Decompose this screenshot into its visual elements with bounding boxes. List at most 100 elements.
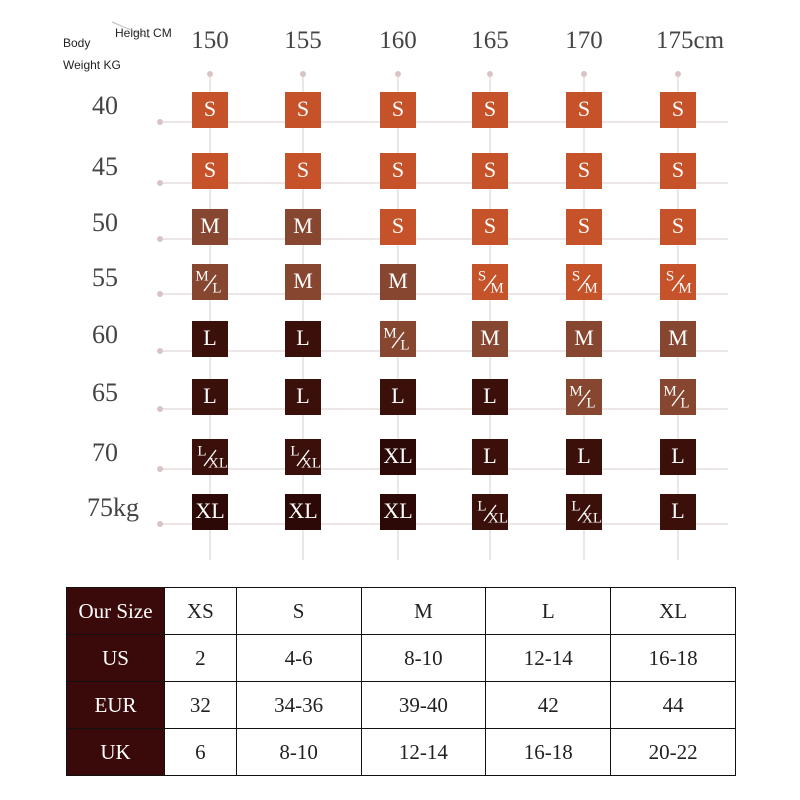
column-dot <box>487 71 493 77</box>
height-value: 170 <box>565 27 603 54</box>
table-cell: M <box>360 587 487 635</box>
cell-size-top: M <box>195 268 208 284</box>
size-cell <box>660 439 696 475</box>
cell-size: L <box>671 443 684 468</box>
cell-size: S <box>578 157 590 182</box>
table-row: Our Size XS S M L XL <box>66 587 736 635</box>
cell-size: S <box>392 213 404 238</box>
row-header: UK <box>66 728 165 776</box>
row-header: EUR <box>66 681 165 729</box>
table-cell: 42 <box>485 681 612 729</box>
row-dot <box>157 348 163 354</box>
size-cell <box>472 439 508 475</box>
cell-size-bottom: XL <box>582 510 602 526</box>
cell-slash <box>577 389 591 407</box>
size-cell <box>660 209 696 245</box>
size-cell <box>192 153 228 189</box>
cell-size-top: L <box>571 498 580 514</box>
size-cell <box>380 209 416 245</box>
table-row: US 2 4-6 8-10 12-14 16-18 <box>66 634 736 682</box>
cell-size: S <box>484 213 496 238</box>
size-cell <box>192 209 228 245</box>
cell-slash <box>577 504 591 522</box>
table-cell: 34-36 <box>235 681 362 729</box>
header-divider <box>111 21 151 39</box>
cell-slash <box>203 449 217 467</box>
cell-size: S <box>297 157 309 182</box>
height-value: 175cm <box>656 27 725 54</box>
size-cell <box>380 439 416 475</box>
weight-value: 45 <box>92 152 118 181</box>
weight-value: 60 <box>92 320 118 349</box>
table-cell: 8-10 <box>235 728 362 776</box>
size-cell <box>192 92 228 128</box>
cell-size-bottom: XL <box>488 510 508 526</box>
cell-size: S <box>204 96 216 121</box>
cell-size-top: S <box>572 268 580 284</box>
size-cell <box>472 379 508 415</box>
column-dot <box>395 71 401 77</box>
cell-size: L <box>391 383 404 408</box>
table-cell: XL <box>610 587 736 635</box>
cell-size: S <box>392 157 404 182</box>
size-cell <box>472 209 508 245</box>
row-dot <box>157 119 163 125</box>
cell-size: L <box>203 383 216 408</box>
size-cell <box>566 321 602 357</box>
cell-size: L <box>296 383 309 408</box>
table-cell: S <box>235 587 362 635</box>
weight-value: 75kg <box>87 493 139 522</box>
cell-size: L <box>483 383 496 408</box>
weight-label: Weight KG <box>63 58 121 72</box>
cell-size: S <box>672 96 684 121</box>
size-cell <box>192 379 228 415</box>
cell-size: S <box>204 157 216 182</box>
size-cell <box>285 92 321 128</box>
height-value: 155 <box>284 27 322 54</box>
cell-slash <box>577 274 591 292</box>
cell-size: S <box>672 213 684 238</box>
cell-size-top: M <box>383 325 396 341</box>
size-cell <box>566 439 602 475</box>
height-value: 150 <box>191 27 229 54</box>
cell-size: S <box>297 96 309 121</box>
table-cell: 20-22 <box>610 728 736 776</box>
size-cell <box>380 494 416 530</box>
cell-size: S <box>672 157 684 182</box>
cell-size-bottom: L <box>212 280 221 296</box>
size-cell <box>472 92 508 128</box>
cell-size-top: S <box>478 268 486 284</box>
cell-size: XL <box>383 498 412 523</box>
cell-slash <box>203 274 217 292</box>
table-cell: 44 <box>610 681 736 729</box>
height-label: Height CM <box>115 26 172 40</box>
weight-value: 50 <box>92 208 118 237</box>
size-cell <box>380 92 416 128</box>
size-cell <box>285 379 321 415</box>
size-cell <box>660 153 696 189</box>
table-cell: 8-10 <box>360 634 487 682</box>
cell-size: XL <box>383 443 412 468</box>
height-value: 165 <box>471 27 509 54</box>
cell-size-top: L <box>477 498 486 514</box>
cell-size: M <box>574 325 594 350</box>
size-cell <box>285 209 321 245</box>
table-body: Our Size XS S M L XL US 2 4-6 8-10 12-14 16-18 EUR 32… <box>66 587 736 776</box>
weight-value: 65 <box>92 378 118 407</box>
size-cell <box>566 92 602 128</box>
size-cell <box>660 494 696 530</box>
cell-size: L <box>203 325 216 350</box>
row-dot <box>157 236 163 242</box>
size-cell <box>472 321 508 357</box>
table-row: UK 6 8-10 12-14 16-18 20-22 <box>66 728 736 776</box>
column-dot <box>581 71 587 77</box>
cell-size-top: L <box>197 443 206 459</box>
cell-size: S <box>392 96 404 121</box>
table-cell: 39-40 <box>360 681 487 729</box>
size-cell <box>285 153 321 189</box>
table-cell: L <box>485 587 612 635</box>
cell-size: M <box>480 325 500 350</box>
column-dot <box>300 71 306 77</box>
cell-size-top: L <box>290 443 299 459</box>
